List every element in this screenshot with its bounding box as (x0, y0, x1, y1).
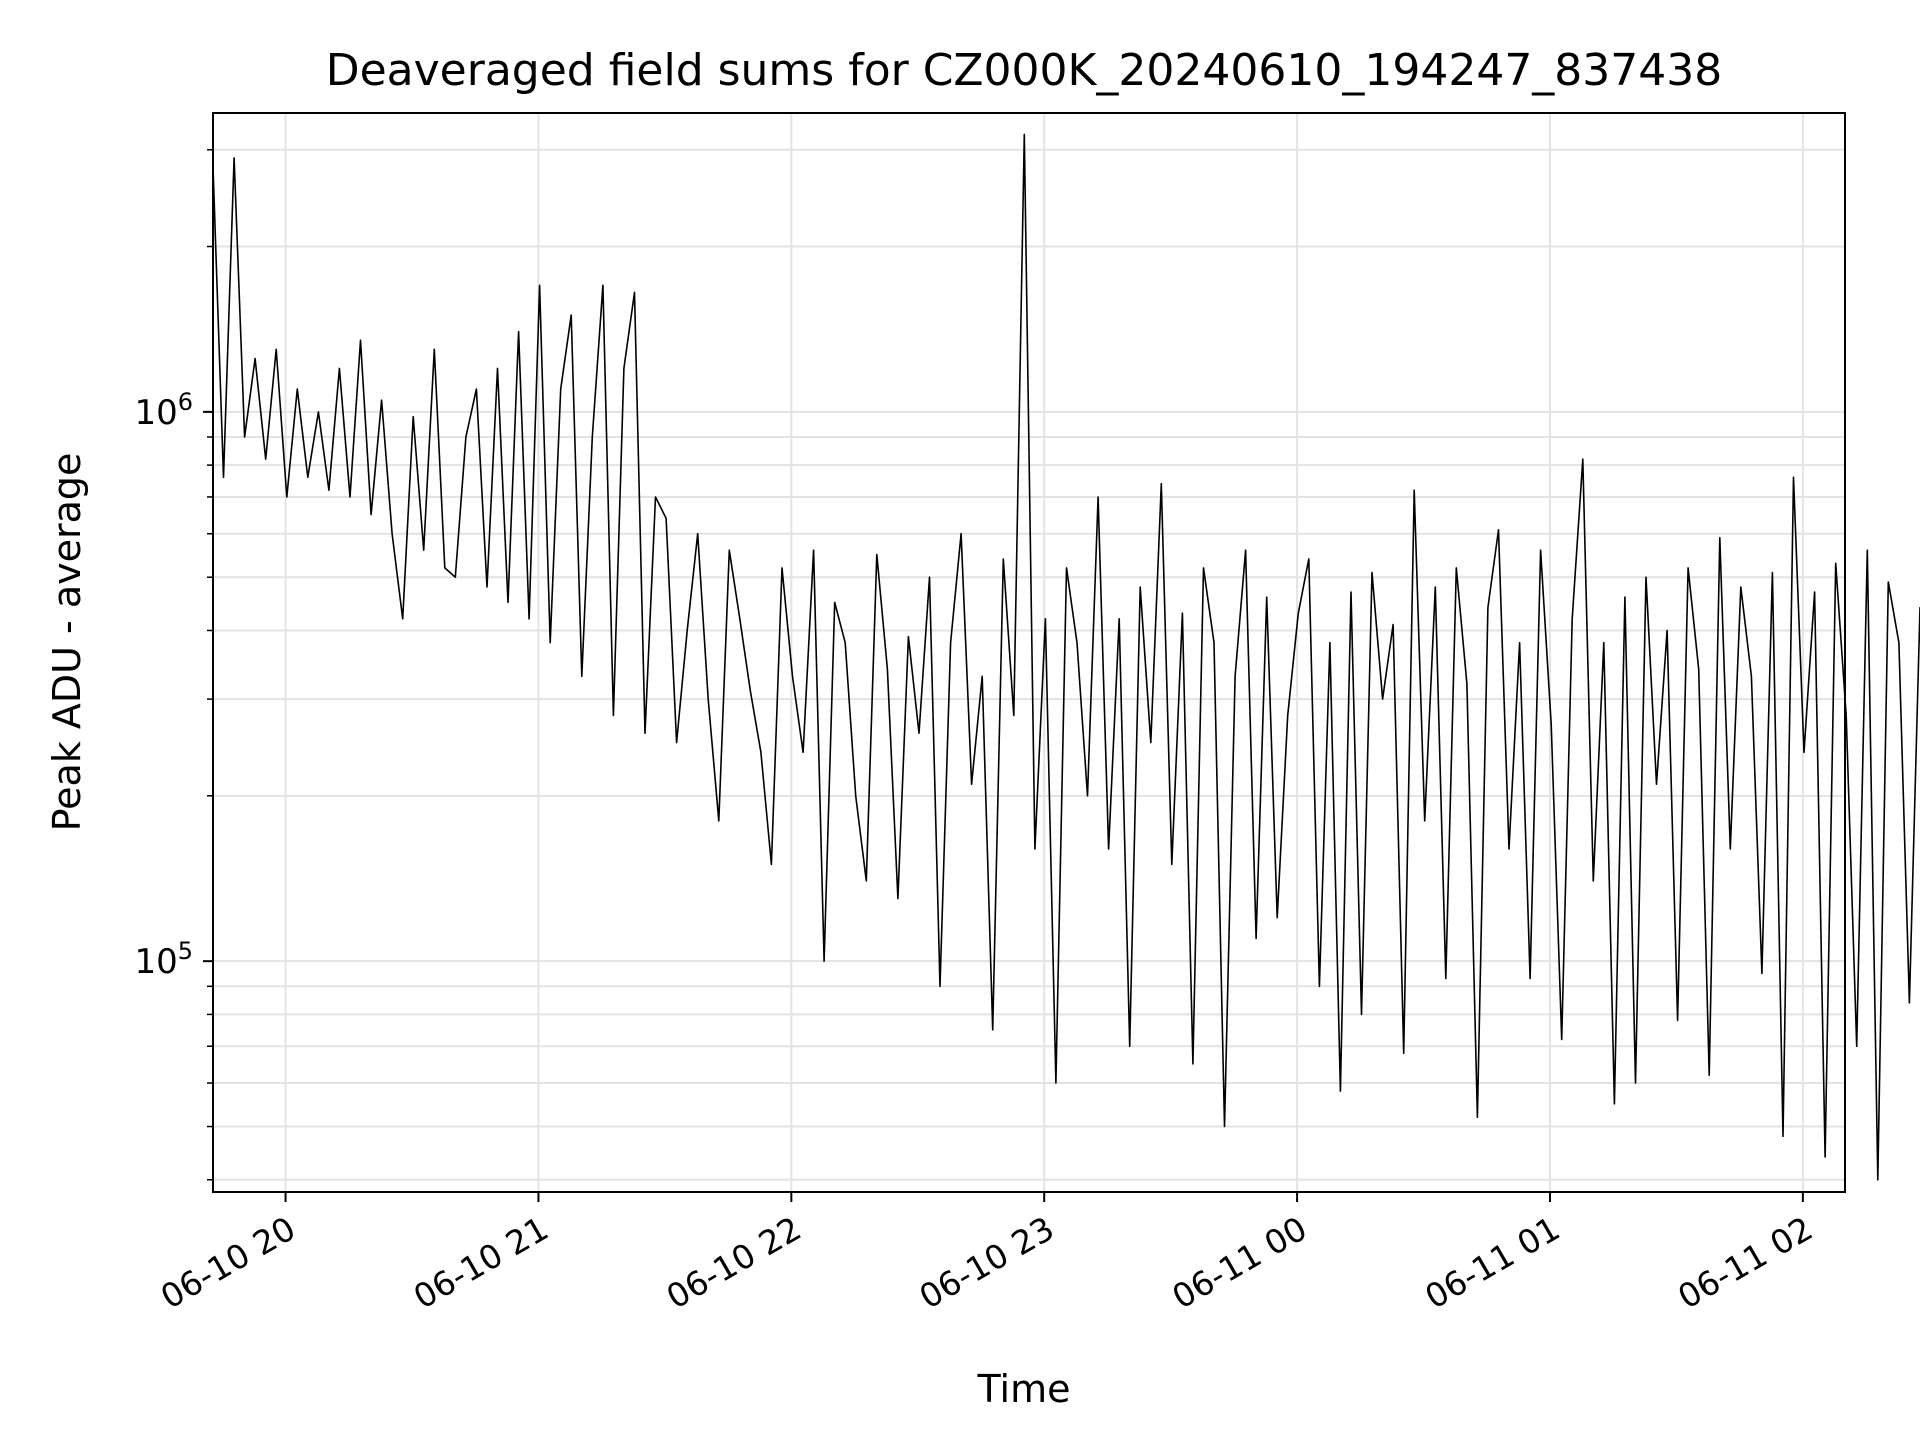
x-axis-label: Time (977, 1367, 1071, 1411)
y-tick-label: 106 (134, 388, 193, 433)
y-axis-label: Peak ADU - average (45, 453, 89, 832)
plot-frame (212, 112, 1846, 1193)
series-line (212, 133, 1920, 1181)
chart-title: Deaveraged field sums for CZ000K_2024061… (326, 45, 1723, 96)
y-tick-label: 105 (134, 937, 193, 982)
series-group (212, 133, 1920, 1181)
